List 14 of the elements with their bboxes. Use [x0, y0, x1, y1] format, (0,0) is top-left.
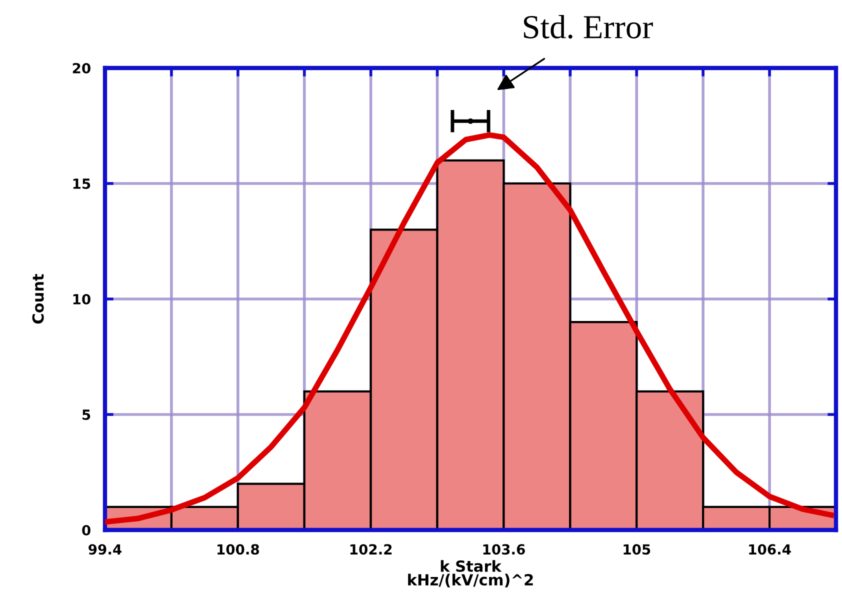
y-tick-label: 20 [72, 62, 90, 74]
y-tick-label: 10 [73, 294, 90, 304]
x-tick-label: 100.8 [218, 544, 260, 555]
y-tick-label: 15 [73, 178, 90, 189]
x-tick-label: 99.4 [88, 544, 122, 555]
x-tick-label: 105 [624, 544, 650, 555]
y-axis-title: Count [32, 274, 44, 324]
x-tick-label: 103.6 [483, 544, 525, 555]
text: Std. Error [524, 15, 653, 39]
x-tick-label: 106.4 [749, 544, 791, 555]
y-tick-label: 0 [82, 524, 90, 536]
x-tick-label: 102.2 [350, 544, 392, 555]
y-tick-label: 5 [82, 410, 90, 420]
x-axis-title: k Stark kHz/(kV/cm)^2 [408, 560, 533, 588]
